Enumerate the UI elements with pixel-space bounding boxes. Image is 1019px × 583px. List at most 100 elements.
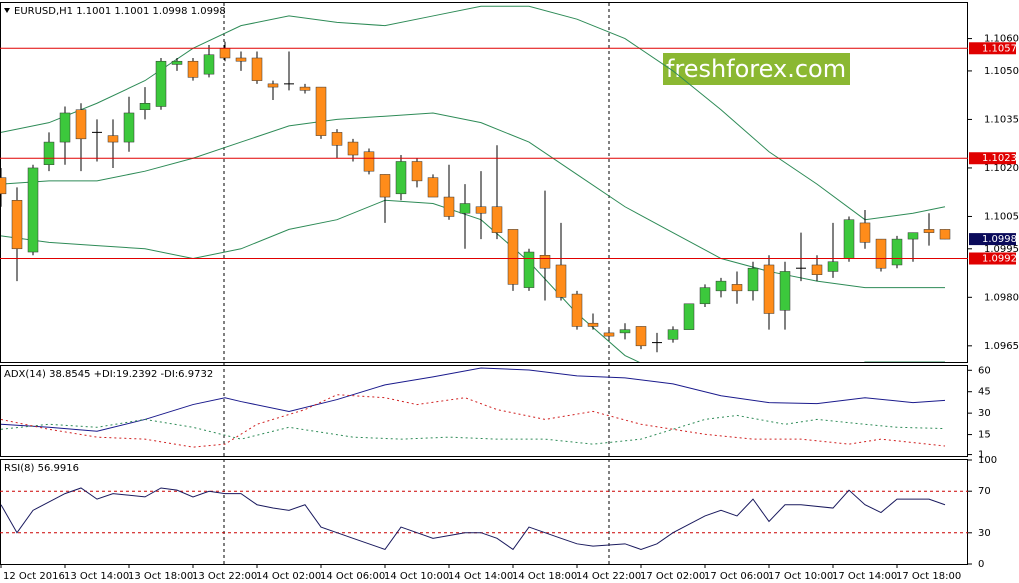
watermark: freshforex.com bbox=[666, 55, 846, 83]
candle-body bbox=[779, 271, 791, 311]
level-box bbox=[969, 42, 1016, 55]
x-tick-label: 17 Oct 06:00 bbox=[704, 571, 769, 582]
x-tick-label: 14 Oct 10:00 bbox=[384, 571, 449, 582]
candle-body bbox=[731, 284, 743, 292]
candle-body bbox=[315, 86, 327, 136]
x-tick-label: 13 Oct 22:00 bbox=[192, 571, 257, 582]
candle-body bbox=[443, 196, 455, 217]
candle-body bbox=[59, 112, 71, 143]
x-tick-label: 17 Oct 14:00 bbox=[832, 571, 897, 582]
x-tick-label: 14 Oct 02:00 bbox=[256, 571, 321, 582]
candle-body bbox=[27, 167, 39, 253]
candle-body bbox=[299, 86, 311, 91]
y-tick-label: 60 bbox=[978, 365, 991, 376]
x-tick-label: 13 Oct 14:00 bbox=[64, 571, 129, 582]
level-box bbox=[969, 152, 1016, 165]
x-tick-label: 14 Oct 06:00 bbox=[320, 571, 385, 582]
candle-body bbox=[0, 177, 7, 195]
candle-body bbox=[843, 219, 855, 259]
candle-body bbox=[507, 229, 519, 285]
candle-body bbox=[619, 329, 631, 334]
y-tick-label: 1.1005 bbox=[984, 211, 1019, 222]
candle-body bbox=[891, 238, 903, 266]
candle-body bbox=[523, 251, 535, 288]
indicator-line bbox=[0, 394, 946, 448]
y-tick-label: 100 bbox=[978, 455, 997, 466]
y-tick-label: 1.1020 bbox=[984, 163, 1019, 174]
y-tick-label: 1 bbox=[978, 450, 984, 461]
candle-body bbox=[923, 229, 935, 233]
panel-title: RSI(8) 56.9916 bbox=[4, 463, 79, 474]
candle-body bbox=[763, 264, 775, 314]
candle-body bbox=[187, 60, 199, 78]
y-tick-label: 1.0995 bbox=[984, 244, 1019, 255]
watermark-box bbox=[663, 53, 850, 85]
candle-body bbox=[411, 161, 423, 182]
candle-body bbox=[43, 141, 55, 165]
x-tick-label: 14 Oct 18:00 bbox=[512, 571, 577, 582]
indicator-line bbox=[0, 367, 946, 432]
x-tick-label: 17 Oct 02:00 bbox=[640, 571, 705, 582]
candle-body bbox=[251, 57, 263, 81]
candle-body bbox=[235, 57, 247, 62]
panel-title: EURUSD,H1 1.1001 1.1001 1.0998 1.0998 bbox=[14, 6, 226, 17]
level-label: 1.1023 bbox=[982, 153, 1017, 164]
level-label: 1.0992 bbox=[982, 254, 1017, 265]
x-tick-label: 17 Oct 10:00 bbox=[768, 571, 833, 582]
candle-body bbox=[395, 161, 407, 195]
candle-body bbox=[939, 229, 951, 240]
indicator-line bbox=[0, 414, 946, 445]
candle-body bbox=[635, 326, 647, 347]
y-tick-label: 30 bbox=[978, 408, 991, 419]
candle-body bbox=[459, 203, 471, 214]
level-label: 1.1057 bbox=[982, 43, 1017, 54]
adx-panel bbox=[0, 365, 968, 457]
y-tick-label: 30 bbox=[978, 528, 991, 539]
candle-body bbox=[571, 293, 583, 327]
candle-body bbox=[363, 151, 375, 172]
y-tick-label: 15 bbox=[978, 430, 991, 441]
candle-body bbox=[427, 177, 439, 198]
candle-body bbox=[331, 132, 343, 146]
candle-body bbox=[539, 255, 551, 269]
last-price-box bbox=[969, 233, 1016, 246]
candle-body bbox=[219, 48, 231, 59]
menu-icon[interactable] bbox=[4, 8, 10, 13]
level-box bbox=[969, 252, 1016, 265]
candle-body bbox=[859, 222, 871, 243]
candle-body bbox=[107, 135, 119, 143]
candle-body bbox=[267, 83, 279, 88]
y-tick-label: 45 bbox=[978, 387, 991, 398]
candle-body bbox=[811, 264, 823, 275]
candle-body bbox=[603, 332, 615, 337]
candle-body bbox=[475, 206, 487, 214]
rsi-panel bbox=[0, 459, 968, 565]
candle-body bbox=[827, 261, 839, 272]
candle-body bbox=[667, 329, 679, 340]
y-tick-label: 1.0980 bbox=[984, 292, 1019, 303]
y-tick-label: 1.0965 bbox=[984, 341, 1019, 352]
y-tick-label: 1.1060 bbox=[984, 34, 1019, 45]
candle-body bbox=[75, 109, 87, 140]
candle-body bbox=[347, 141, 359, 156]
candle-body bbox=[555, 264, 567, 298]
y-tick-label: 1.1050 bbox=[984, 66, 1019, 77]
candle-body bbox=[171, 60, 183, 65]
candle-body bbox=[155, 60, 167, 107]
candle-body bbox=[139, 103, 151, 110]
last-price-label: 1.0998 bbox=[982, 234, 1017, 245]
candle-body bbox=[699, 287, 711, 305]
candle-body bbox=[379, 174, 391, 198]
x-tick-label: 13 Oct 18:00 bbox=[128, 571, 193, 582]
candle-body bbox=[715, 280, 727, 292]
indicator-line bbox=[0, 487, 946, 551]
candle-body bbox=[747, 267, 759, 292]
y-tick-label: 0 bbox=[978, 559, 984, 570]
bollinger-band bbox=[0, 112, 945, 289]
x-tick-label: 14 Oct 14:00 bbox=[448, 571, 513, 582]
panel-title: ADX(14) 38.8545 +DI:19.2392 -DI:6.9732 bbox=[4, 369, 213, 380]
candle-body bbox=[875, 238, 887, 269]
candle-body bbox=[11, 200, 23, 250]
candle-body bbox=[491, 206, 503, 233]
